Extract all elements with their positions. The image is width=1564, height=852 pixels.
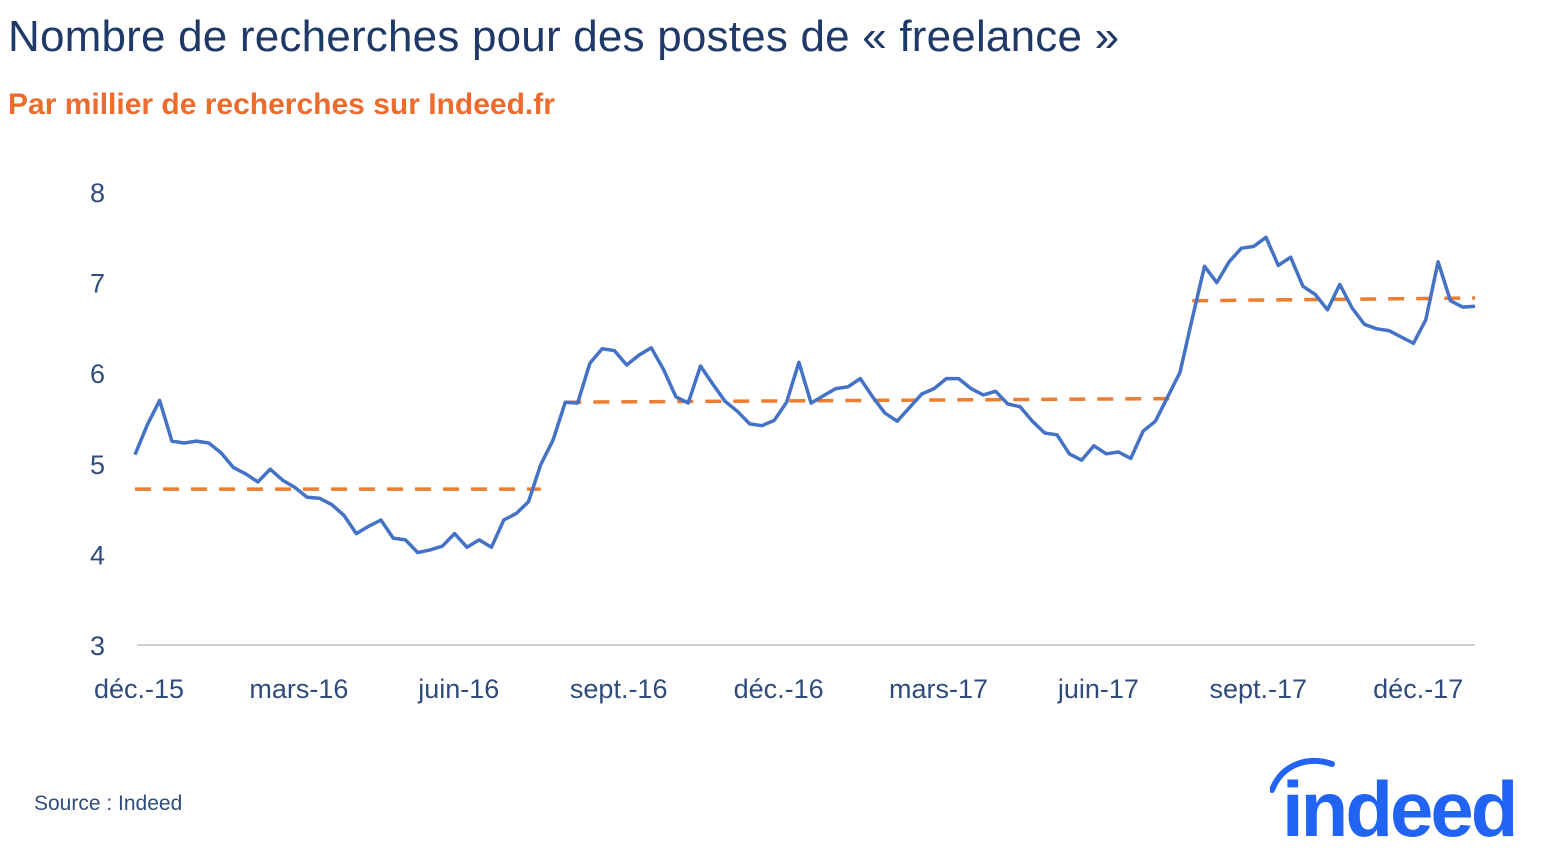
- indeed-logo: indeed: [1270, 758, 1518, 847]
- y-tick-label: 7: [90, 269, 105, 299]
- x-tick-label: mars-17: [889, 674, 988, 704]
- chart-subtitle: Par millier de recherches sur Indeed.fr: [8, 88, 555, 121]
- x-tick-label: mars-16: [249, 674, 348, 704]
- x-axis-ticks: déc.-15 mars-16 juin-16 sept.-16 déc.-16 mars…: [94, 674, 1463, 704]
- x-tick-label: juin-17: [1057, 674, 1139, 704]
- y-tick-label: 6: [90, 359, 105, 389]
- source-note: Source : Indeed: [34, 792, 183, 815]
- x-tick-label: sept.-17: [1210, 674, 1308, 704]
- series-lines: [133, 235, 1476, 555]
- x-tick-label: sept.-16: [570, 674, 668, 704]
- y-tick-label: 3: [90, 631, 105, 661]
- x-tick-label: déc.-15: [94, 674, 184, 704]
- average-segment: [565, 396, 1180, 404]
- x-tick-label: juin-16: [417, 674, 499, 704]
- x-tick-label: déc.-16: [734, 674, 824, 704]
- series-line: [133, 235, 1476, 555]
- y-axis-ticks: 3 4 5 6 7 8: [90, 178, 105, 661]
- y-tick-label: 5: [90, 450, 105, 480]
- x-tick-label: déc.-17: [1373, 674, 1463, 704]
- average-lines: [135, 296, 1476, 491]
- y-tick-label: 4: [90, 540, 105, 570]
- chart-title: Nombre de recherches pour des postes de …: [8, 12, 1120, 61]
- logo-arc: [1270, 758, 1335, 793]
- logo-text: indeed: [1282, 765, 1515, 847]
- y-tick-label: 8: [90, 178, 105, 208]
